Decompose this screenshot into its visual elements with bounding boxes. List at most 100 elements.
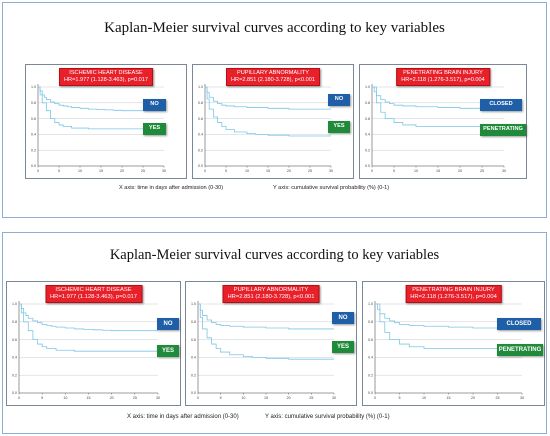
x-tick-label: 25 (309, 396, 313, 400)
y-tick-label: 1.0 (368, 302, 373, 306)
hr-box-stats: HR=2.851 (2.180-3.728), p<0.001 (227, 294, 315, 301)
x-tick-label: 30 (156, 396, 160, 400)
x-tick-label: 15 (436, 169, 440, 173)
x-tick-label: 0 (18, 396, 20, 400)
y-tick-label: 0.8 (368, 320, 373, 324)
hr-box: ISCHEMIC HEART DISEASE HR=1.977 (1.128-3… (59, 68, 153, 86)
x-tick-label: 5 (399, 396, 401, 400)
hr-box-stats: HR=2.118 (1.276-3.517), p=0.004 (401, 76, 485, 83)
legend-badge-no: NO (157, 318, 179, 330)
km-panel: 0.0 0.2 0.4 0.6 0.8 1.0 0 5 10 15 20 25 30 ISCHEMIC … (25, 64, 187, 179)
hr-box-title: ISCHEMIC HEART DISEASE (55, 287, 132, 293)
x-tick-label: 5 (225, 169, 227, 173)
legend-badge-yes: YES (332, 341, 354, 353)
km-chart: 0.0 0.2 0.4 0.6 0.8 1.0 0 5 10 15 20 25 30 (191, 301, 336, 400)
hr-box-stats: HR=1.977 (1.128-3.463), p=0.017 (49, 294, 138, 301)
y-tick-label: 0.0 (12, 391, 17, 395)
x-tick-label: 10 (422, 396, 426, 400)
x-tick-label: 30 (520, 396, 524, 400)
y-tick-label: 0.0 (198, 164, 203, 168)
x-tick-label: 30 (329, 169, 333, 173)
km-chart: 0.0 0.2 0.4 0.6 0.8 1.0 0 5 10 15 20 25 30 (365, 84, 506, 173)
x-tick-label: 15 (266, 169, 270, 173)
y-tick-label: 1.0 (365, 85, 370, 89)
legend-badge-closed: CLOSED (480, 99, 522, 111)
x-tick-label: 10 (414, 169, 418, 173)
y-tick-label: 0.8 (198, 101, 203, 105)
km-panel: 0.0 0.2 0.4 0.6 0.8 1.0 0 5 10 15 20 25 30 PUPILLARY… (192, 64, 354, 179)
x-tick-label: 0 (374, 396, 376, 400)
y-tick-label: 1.0 (31, 85, 36, 89)
hr-box: PUPILLARY ABNORMALITY HR=2.851 (2.180-3.… (222, 285, 320, 304)
x-tick-label: 15 (264, 396, 268, 400)
km-panel: 0.0 0.2 0.4 0.6 0.8 1.0 0 5 10 15 20 25 30 PUPILLARY… (185, 281, 357, 406)
legend-badge-no: NO (328, 94, 350, 106)
x-tick-label: 15 (447, 396, 451, 400)
y-tick-label: 0.2 (12, 373, 17, 377)
legend-badge-penetrating: PENETRATING (497, 344, 543, 356)
km-chart: 0.0 0.2 0.4 0.6 0.8 1.0 0 5 10 15 20 25 30 (12, 301, 160, 400)
y-tick-label: 0.2 (191, 373, 196, 377)
hr-box-title: PUPILLARY ABNORMALITY (237, 70, 309, 76)
hr-box-title: PENETRATING BRAIN INJURY (403, 70, 483, 76)
hr-box: PENETRATING BRAIN INJURY HR=2.118 (1.276… (396, 68, 490, 86)
hr-box: ISCHEMIC HEART DISEASE HR=1.977 (1.128-3… (44, 285, 143, 304)
figure-title: Kaplan-Meier survival curves according t… (109, 247, 440, 263)
y-tick-label: 0.6 (365, 117, 370, 121)
x-tick-label: 30 (162, 169, 166, 173)
hr-box-title: ISCHEMIC HEART DISEASE (69, 70, 143, 76)
x-tick-label: 25 (480, 169, 484, 173)
x-tick-label: 30 (502, 169, 506, 173)
y-axis-caption: Y axis: cumulative survival probability … (273, 185, 390, 191)
y-tick-label: 0.0 (191, 391, 196, 395)
survival-curve-yes (19, 303, 158, 352)
y-tick-label: 0.2 (365, 148, 370, 152)
x-tick-label: 20 (110, 396, 114, 400)
y-tick-label: 0.8 (12, 320, 17, 324)
y-tick-label: 0.4 (31, 133, 36, 137)
y-tick-label: 0.6 (368, 338, 373, 342)
x-tick-label: 25 (496, 396, 500, 400)
x-tick-label: 25 (133, 396, 137, 400)
y-tick-label: 0.0 (368, 391, 373, 395)
survival-curve-no (205, 86, 331, 110)
y-tick-label: 1.0 (198, 85, 203, 89)
legend-badge-penetrating: PENETRATING (480, 124, 526, 136)
y-tick-label: 0.4 (368, 356, 373, 360)
x-tick-label: 10 (63, 396, 67, 400)
survival-curve-penetrating (375, 303, 522, 349)
x-tick-label: 20 (287, 169, 291, 173)
x-tick-label: 10 (78, 169, 82, 173)
survival-curve-yes (205, 86, 331, 137)
x-tick-label: 5 (58, 169, 60, 173)
x-tick-label: 20 (458, 169, 462, 173)
y-tick-label: 0.4 (191, 356, 196, 360)
x-tick-label: 25 (308, 169, 312, 173)
hr-box-stats: HR=2.851 (2.180-3.728), p<0.001 (231, 76, 315, 83)
y-tick-label: 0.2 (198, 148, 203, 152)
legend-badge-yes: YES (328, 121, 350, 133)
hr-box-stats: HR=2.118 (1.276-3.517), p=0.004 (410, 294, 497, 301)
figure-top: Kaplan-Meier survival curves according t… (2, 2, 547, 218)
x-tick-label: 15 (99, 169, 103, 173)
km-panel: 0.0 0.2 0.4 0.6 0.8 1.0 0 5 10 15 20 25 30 PENETRATI… (362, 281, 545, 406)
legend-badge-yes: YES (143, 123, 166, 135)
x-tick-label: 0 (37, 169, 39, 173)
y-axis-caption: Y axis: cumulative survival probability … (265, 414, 390, 420)
km-chart: 0.0 0.2 0.4 0.6 0.8 1.0 0 5 10 15 20 25 30 (31, 84, 166, 173)
x-tick-label: 5 (220, 396, 222, 400)
survival-curve-penetrating (372, 86, 504, 127)
legend-badge-yes: YES (157, 345, 179, 357)
x-tick-label: 0 (197, 396, 199, 400)
x-tick-label: 25 (141, 169, 145, 173)
survival-curve-no (38, 86, 164, 112)
x-tick-label: 5 (393, 169, 395, 173)
km-panel: 0.0 0.2 0.4 0.6 0.8 1.0 0 5 10 15 20 25 30 ISCHEMIC … (6, 281, 181, 406)
x-tick-label: 0 (371, 169, 373, 173)
hr-box: PENETRATING BRAIN INJURY HR=2.118 (1.276… (405, 285, 502, 304)
figure-bottom: Kaplan-Meier survival curves according t… (2, 232, 547, 434)
y-tick-label: 0.6 (12, 338, 17, 342)
legend-badge-no: NO (332, 312, 354, 324)
y-tick-label: 1.0 (12, 302, 17, 306)
y-tick-label: 0.6 (198, 117, 203, 121)
